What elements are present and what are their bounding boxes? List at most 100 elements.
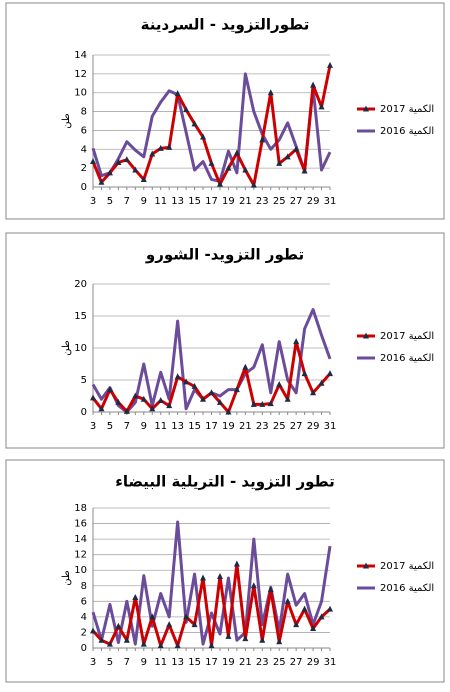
point-marker [140,640,147,647]
x-tick-label: 21 [239,421,252,432]
point-marker [301,167,308,174]
x-tick-label: 5 [107,421,113,432]
point-marker [233,560,240,567]
point-marker [208,642,215,649]
y-tick-label: 10 [74,88,87,99]
y-axis-label: طن [61,570,72,586]
chart-title: تطورالتزويد - السردينة [141,16,310,34]
point-marker [106,169,113,176]
point-marker [250,400,257,407]
y-axis-label: طن [61,340,72,356]
x-tick-label: 27 [290,421,303,432]
x-tick-label: 19 [222,657,235,668]
point-marker [250,181,257,188]
y-tick-label: 4 [81,612,87,623]
point-marker [106,386,113,393]
point-marker [166,143,173,150]
x-tick-label: 7 [124,421,130,432]
point-marker [200,395,207,402]
y-tick-label: 6 [81,596,87,607]
point-marker [310,81,317,88]
point-marker [183,106,190,113]
point-marker [166,621,173,628]
chart-title: تطور التزويد- الشورو [145,246,304,264]
x-tick-label: 7 [124,196,130,207]
y-tick-label: 14 [74,50,87,61]
point-marker [318,103,325,110]
x-tick-label: 9 [141,657,147,668]
point-marker [293,145,300,152]
point-marker [166,402,173,409]
y-tick-label: 0 [81,407,87,418]
point-marker [200,133,207,140]
point-marker [216,180,223,187]
y-tick-label: 2 [81,627,87,638]
point-marker [115,158,122,165]
point-marker [259,136,266,143]
point-marker [293,338,300,345]
y-tick-label: 0 [81,643,87,654]
point-marker [183,613,190,620]
x-tick-label: 29 [307,196,320,207]
x-tick-label: 15 [188,421,201,432]
x-tick-label: 17 [205,657,218,668]
point-marker [233,386,240,393]
point-marker [191,120,198,127]
legend-label: الكمية 2017 [380,331,434,342]
point-marker [90,394,96,401]
y-tick-label: 14 [74,534,87,545]
point-marker [132,392,139,399]
y-tick-label: 10 [74,343,87,354]
point-marker [225,408,232,415]
x-tick-label: 19 [222,421,235,432]
point-marker [267,89,274,96]
point-marker [318,613,325,620]
point-marker [132,593,139,600]
point-marker [276,159,283,166]
y-tick-label: 0 [81,182,87,193]
point-marker [106,640,113,647]
x-tick-label: 27 [290,196,303,207]
x-tick-label: 31 [324,421,337,432]
point-marker [115,398,122,405]
x-tick-label: 13 [171,196,184,207]
point-marker [293,621,300,628]
point-marker [123,156,130,163]
point-marker [98,178,105,185]
x-tick-label: 15 [188,657,201,668]
point-marker [318,379,325,386]
point-marker [98,636,105,643]
x-tick-label: 27 [290,657,303,668]
x-tick-label: 11 [154,657,167,668]
point-marker [276,380,283,387]
point-marker [191,382,198,389]
legend-label: الكمية 2016 [380,126,434,137]
point-marker [200,574,207,581]
y-tick-label: 10 [74,565,87,576]
point-marker [310,389,317,396]
point-marker [149,405,156,412]
point-marker [174,642,181,649]
legend-marker [363,105,369,112]
point-marker [225,164,232,171]
y-tick-label: 15 [74,311,87,322]
x-tick-label: 11 [154,196,167,207]
point-marker [267,586,274,593]
x-tick-label: 19 [222,196,235,207]
legend-marker [363,332,369,339]
point-marker [140,175,147,182]
x-tick-label: 29 [307,657,320,668]
point-marker [284,153,291,160]
x-tick-label: 25 [273,196,286,207]
point-marker [149,150,156,157]
point-marker [157,642,164,649]
x-tick-label: 5 [107,196,113,207]
point-marker [276,638,283,645]
x-tick-label: 21 [239,196,252,207]
point-marker [242,166,249,173]
point-marker [259,636,266,643]
x-tick-label: 23 [256,196,269,207]
x-tick-label: 11 [154,421,167,432]
y-tick-label: 18 [74,503,87,514]
